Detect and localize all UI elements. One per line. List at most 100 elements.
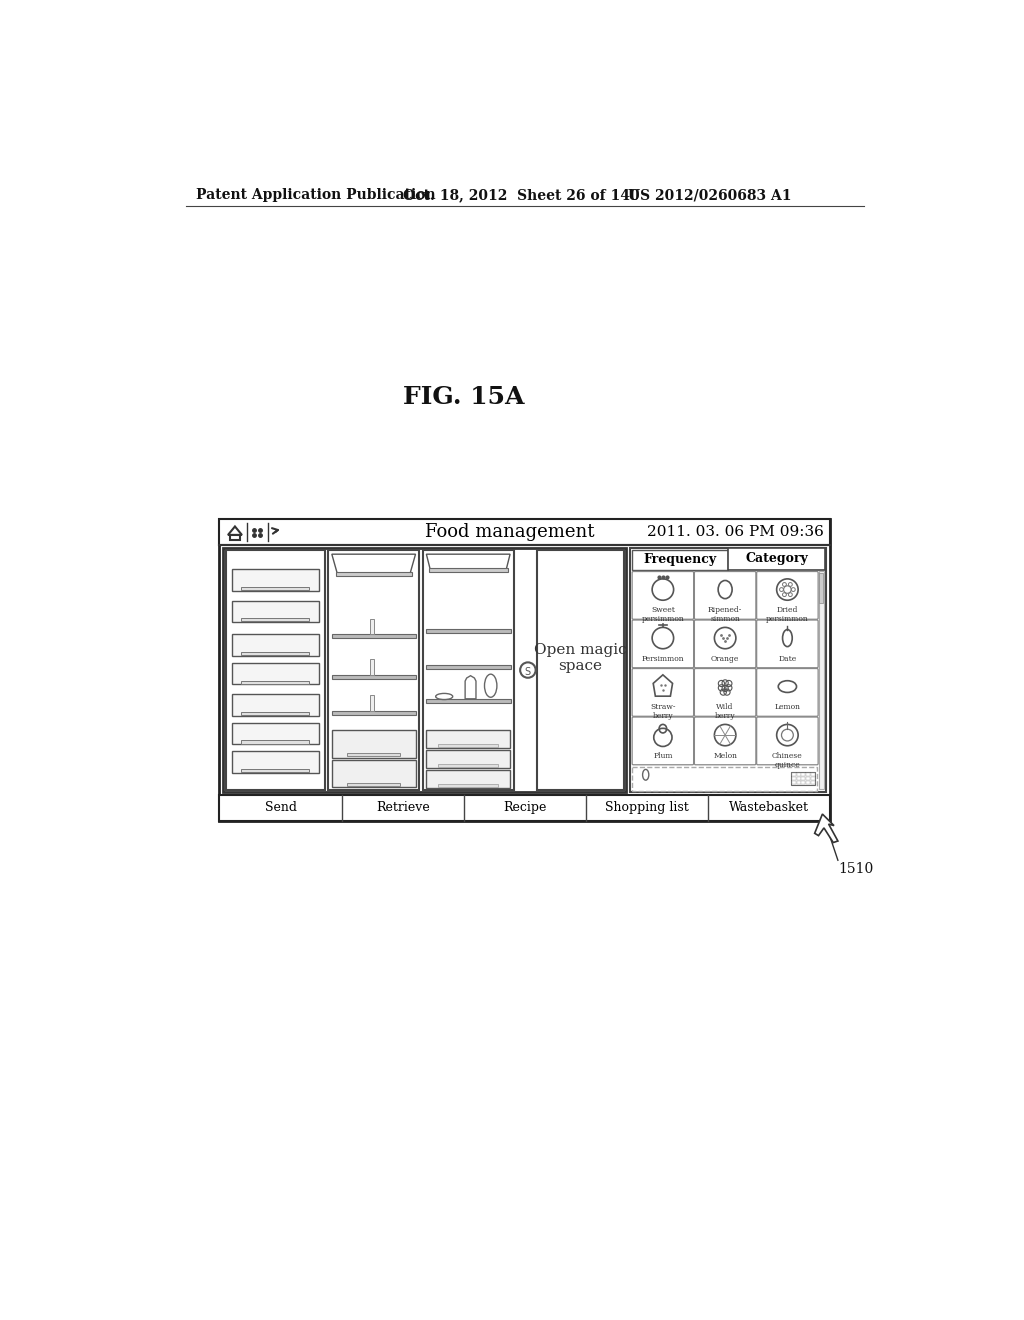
Polygon shape <box>815 814 838 842</box>
Text: Shopping list: Shopping list <box>605 801 689 814</box>
Bar <box>806 774 810 776</box>
Bar <box>241 618 309 622</box>
FancyBboxPatch shape <box>694 668 756 717</box>
Bar <box>806 781 810 784</box>
Bar <box>429 568 508 572</box>
Text: Lemon: Lemon <box>774 704 801 711</box>
Text: Retrieve: Retrieve <box>376 801 429 814</box>
Bar <box>793 781 796 784</box>
Bar <box>231 723 318 744</box>
FancyBboxPatch shape <box>632 668 693 717</box>
Text: Oct. 18, 2012  Sheet 26 of 140: Oct. 18, 2012 Sheet 26 of 140 <box>403 189 640 202</box>
Text: Send: Send <box>264 801 297 814</box>
Bar <box>223 548 627 792</box>
Bar <box>332 675 416 678</box>
Text: Category: Category <box>745 552 808 565</box>
Bar <box>802 781 805 784</box>
Bar <box>336 572 412 576</box>
Bar <box>241 741 309 743</box>
Bar <box>219 519 830 821</box>
Text: Melon: Melon <box>713 751 737 759</box>
Bar <box>728 548 824 570</box>
FancyBboxPatch shape <box>757 620 818 668</box>
Text: 2011. 03. 06 PM 09:36: 2011. 03. 06 PM 09:36 <box>647 525 824 539</box>
Text: Date: Date <box>778 655 797 663</box>
Text: Persimmon: Persimmon <box>642 655 684 663</box>
Bar <box>806 777 810 780</box>
Bar <box>332 730 416 758</box>
Bar <box>370 660 374 675</box>
Bar <box>241 652 309 655</box>
Bar <box>426 665 511 669</box>
Bar <box>219 795 830 821</box>
Text: Wastebasket: Wastebasket <box>729 801 809 814</box>
Bar <box>230 535 240 540</box>
Bar <box>241 587 309 590</box>
Text: Patent Application Publication: Patent Application Publication <box>197 189 436 202</box>
Text: FIG. 15A: FIG. 15A <box>403 385 524 409</box>
Bar <box>423 550 514 789</box>
Bar <box>328 550 420 789</box>
Bar <box>370 619 374 634</box>
Bar <box>811 774 815 776</box>
Bar <box>819 573 823 603</box>
Bar <box>225 550 325 789</box>
FancyBboxPatch shape <box>757 572 818 619</box>
Bar <box>792 772 815 785</box>
Bar <box>538 550 624 789</box>
FancyBboxPatch shape <box>632 717 693 764</box>
Bar <box>802 777 805 780</box>
Bar <box>426 630 511 634</box>
Bar <box>231 634 318 656</box>
Text: Wild
berry: Wild berry <box>715 704 735 721</box>
Bar <box>438 744 499 747</box>
Bar <box>332 634 416 638</box>
FancyBboxPatch shape <box>632 572 693 619</box>
Text: Sweet
persimmon: Sweet persimmon <box>641 606 684 623</box>
Text: Plum: Plum <box>653 751 673 759</box>
FancyBboxPatch shape <box>694 717 756 764</box>
Bar <box>231 569 318 591</box>
Bar <box>802 774 805 776</box>
Bar <box>347 752 400 756</box>
Bar <box>231 601 318 622</box>
FancyBboxPatch shape <box>632 620 693 668</box>
Bar <box>426 750 510 768</box>
Bar <box>438 784 499 787</box>
Bar <box>332 710 416 714</box>
Bar <box>438 764 499 767</box>
Bar <box>811 781 815 784</box>
Bar <box>632 767 817 791</box>
Bar <box>797 777 801 780</box>
Bar <box>426 730 510 748</box>
Bar <box>797 781 801 784</box>
Bar <box>426 770 510 788</box>
Text: US 2012/0260683 A1: US 2012/0260683 A1 <box>628 189 792 202</box>
Text: Dried
persimmon: Dried persimmon <box>766 606 809 623</box>
Text: Orange: Orange <box>711 655 739 663</box>
Bar <box>219 519 830 545</box>
Bar <box>632 549 728 570</box>
Bar <box>347 783 400 785</box>
Bar <box>231 663 318 685</box>
Text: Recipe: Recipe <box>503 801 547 814</box>
Text: Open magic
space: Open magic space <box>535 643 627 673</box>
Bar <box>793 777 796 780</box>
Bar <box>630 548 826 792</box>
FancyBboxPatch shape <box>757 717 818 764</box>
Text: Food management: Food management <box>425 523 594 541</box>
Bar <box>426 698 511 702</box>
Bar <box>797 774 801 776</box>
Bar <box>231 751 318 774</box>
Bar <box>332 760 416 788</box>
Text: S: S <box>525 667 531 677</box>
FancyBboxPatch shape <box>694 572 756 619</box>
Bar <box>241 711 309 715</box>
FancyBboxPatch shape <box>694 620 756 668</box>
Bar <box>241 681 309 684</box>
Bar <box>818 572 824 789</box>
Text: Ripened-
simmon: Ripened- simmon <box>708 606 742 623</box>
Text: Frequency: Frequency <box>643 553 717 566</box>
Bar <box>793 774 796 776</box>
Bar <box>241 770 309 772</box>
